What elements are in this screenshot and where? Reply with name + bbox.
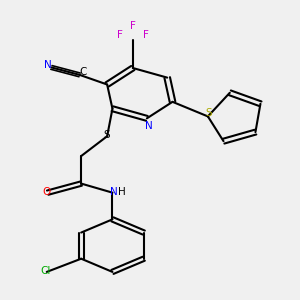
Text: S: S — [103, 130, 110, 140]
Text: N: N — [44, 60, 51, 70]
Text: Cl: Cl — [40, 266, 50, 276]
Text: C: C — [79, 67, 86, 77]
Text: N: N — [145, 121, 153, 131]
Text: F: F — [143, 30, 149, 40]
Text: F: F — [130, 21, 136, 31]
Text: O: O — [42, 187, 50, 197]
Text: F: F — [117, 30, 123, 40]
Text: N: N — [110, 187, 117, 197]
Text: H: H — [118, 187, 126, 197]
Text: S: S — [206, 108, 212, 118]
